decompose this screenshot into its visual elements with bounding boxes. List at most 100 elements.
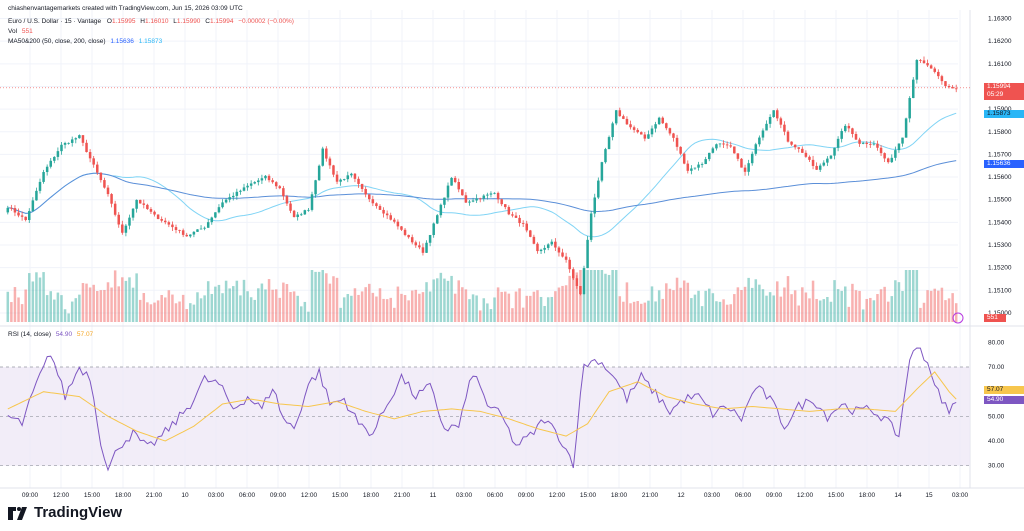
- candle-body: [146, 204, 149, 210]
- candle-body: [750, 153, 754, 164]
- candle-body: [521, 223, 525, 224]
- volume-bar: [310, 270, 314, 322]
- volume-bar: [314, 271, 317, 322]
- volume-bar: [704, 290, 707, 322]
- candle-body: [607, 137, 611, 150]
- candle-body: [539, 249, 543, 252]
- candle-body: [35, 190, 38, 201]
- volume-bar: [131, 287, 135, 322]
- candle-body: [883, 153, 886, 159]
- volume-bar: [546, 297, 550, 322]
- volume-bar: [289, 292, 292, 322]
- time-tick-label: 09:00: [22, 492, 39, 499]
- time-tick-label: 12:00: [549, 492, 566, 499]
- candle-body: [414, 242, 418, 246]
- volume-bar: [106, 282, 110, 322]
- rsi-value: 54.90: [55, 331, 73, 338]
- rsi-ma-value: 57.07: [76, 331, 94, 338]
- volume-bar: [575, 272, 579, 322]
- candle-body: [915, 60, 919, 80]
- candle-body: [715, 144, 718, 149]
- candle-body: [446, 185, 450, 198]
- chart-credit: chiashenvantagemarkets created with Trad…: [8, 5, 243, 12]
- rsi-tick-label: 40.00: [988, 438, 1005, 445]
- candle-body: [246, 185, 249, 188]
- volume-bar: [63, 309, 67, 322]
- volume-bar: [70, 301, 74, 322]
- tradingview-brand: TradingView: [34, 504, 123, 521]
- volume-bar: [729, 304, 732, 322]
- time-tick-label: 06:00: [487, 492, 504, 499]
- candle-body: [436, 215, 439, 224]
- volume-bar: [45, 295, 49, 322]
- candle-body: [17, 212, 20, 216]
- volume-bar: [743, 286, 747, 322]
- volume-bar: [797, 305, 800, 322]
- volume-bar: [586, 270, 589, 322]
- price-tick-label: 1.15500: [988, 197, 1012, 204]
- volume-bar: [700, 306, 704, 322]
- candle-body: [278, 186, 282, 189]
- candle-body: [736, 153, 740, 159]
- candle-body: [833, 147, 836, 156]
- volume-label[interactable]: Vol: [8, 28, 18, 35]
- volume-bar: [282, 282, 285, 322]
- volume-bar: [174, 303, 178, 322]
- volume-bar: [865, 298, 868, 322]
- candle-body: [53, 156, 56, 161]
- alert-icon: [952, 312, 964, 324]
- candle-body: [511, 214, 514, 216]
- ma-slow-line: [7, 160, 957, 214]
- volume-bar: [214, 286, 217, 322]
- volume-bar: [582, 270, 586, 322]
- ma-label[interactable]: MA50&200 (50, close, 200, close): [8, 38, 106, 45]
- price-tick-label: 1.15900: [988, 106, 1012, 113]
- volume-bar: [110, 287, 113, 322]
- volume-bar: [103, 290, 106, 322]
- candle-body: [647, 134, 650, 139]
- volume-bar: [690, 298, 693, 322]
- volume-bar: [53, 299, 56, 322]
- tradingview-logo[interactable]: TradingView: [8, 504, 122, 521]
- time-tick-label: 15:00: [580, 492, 597, 499]
- candle-body: [300, 214, 303, 216]
- candle-body: [869, 143, 872, 145]
- time-tick-label: 11: [430, 492, 437, 499]
- candle-body: [453, 177, 457, 183]
- volume-bar: [192, 304, 196, 322]
- volume-bar: [328, 283, 332, 322]
- candle-body: [274, 182, 278, 187]
- candle-body: [704, 159, 707, 165]
- volume-bar: [754, 279, 758, 322]
- candle-body: [844, 125, 847, 132]
- candle-body: [776, 110, 779, 119]
- candle-body: [368, 194, 371, 200]
- symbol-name[interactable]: Euro / U.S. Dollar · 15 · Vantage: [8, 18, 102, 25]
- volume-bar: [146, 302, 149, 322]
- candle-body: [944, 81, 947, 87]
- candle-body: [60, 144, 63, 152]
- candle-body: [890, 157, 894, 163]
- volume-bar: [851, 283, 854, 322]
- candle-body: [618, 110, 622, 117]
- volume-bar: [643, 302, 647, 322]
- ohlc-close: 1.15994: [209, 18, 234, 25]
- volume-bar: [160, 295, 163, 322]
- price-tick-label: 1.15300: [988, 242, 1012, 249]
- volume-bar: [342, 297, 346, 322]
- volume-bar: [457, 280, 460, 322]
- rsi-pane: [0, 347, 970, 472]
- candle-body: [650, 128, 654, 135]
- volume-bar: [321, 270, 324, 322]
- candle-body: [758, 137, 761, 145]
- rsi-label[interactable]: RSI (14, close): [8, 331, 51, 338]
- volume-bar: [944, 300, 947, 322]
- volume-bar: [600, 270, 604, 322]
- candle-body: [128, 217, 131, 226]
- volume-bar: [661, 298, 664, 322]
- volume-bar: [611, 270, 614, 322]
- candle-body: [99, 172, 103, 181]
- candle-body: [56, 151, 60, 157]
- candle-body: [289, 203, 292, 211]
